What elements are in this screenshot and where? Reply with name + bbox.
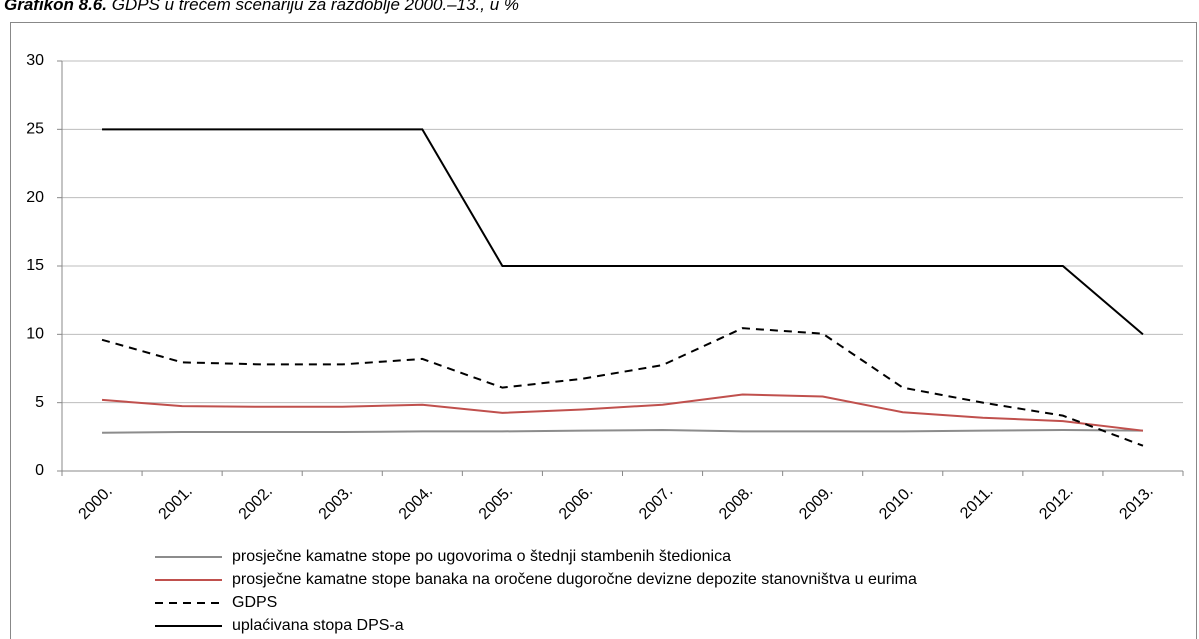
x-tick-label: 2008.: [716, 483, 756, 523]
series-line: [102, 128, 1144, 336]
x-tick-label: 2001.: [156, 483, 196, 523]
x-tick-label: 2005.: [476, 483, 516, 523]
x-tick-label: 2012.: [1036, 483, 1076, 523]
x-tick-label: 2004.: [396, 483, 436, 523]
x-tick-label: 2007.: [636, 483, 676, 523]
chart-title: GDPS u trećem scenariju za razdoblje 200…: [112, 0, 519, 14]
y-tick-label: 30: [26, 52, 44, 69]
x-tick-label: 2011.: [957, 483, 997, 523]
legend-label: prosječne kamatne stope po ugovorima o š…: [232, 548, 731, 565]
x-tick-label: 2009.: [796, 483, 836, 523]
x-tick-label: 2010.: [876, 483, 916, 523]
y-tick-label: 25: [26, 121, 44, 138]
x-tick-label: 2013.: [1116, 483, 1156, 523]
y-tick-label: 20: [26, 189, 44, 206]
x-tick-label: 2002.: [236, 483, 276, 523]
chart-frame: [10, 22, 1197, 639]
series-line: [101, 393, 1144, 432]
legend-label: prosječne kamatne stope banaka na oročen…: [232, 571, 917, 588]
y-tick-label: 0: [35, 462, 44, 479]
y-tick-label: 15: [26, 257, 44, 274]
series-line: [101, 327, 1144, 447]
chart-title-label: Grafikon 8.6.: [4, 0, 107, 14]
x-tick-label: 2000.: [76, 483, 116, 523]
x-tick-label: 2006.: [556, 483, 596, 523]
x-tick-label: 2003.: [316, 483, 356, 523]
legend-label: GDPS: [232, 594, 277, 611]
series-line: [102, 428, 1143, 434]
y-tick-label: 5: [35, 394, 44, 411]
chart-title-line: Grafikon 8.6. GDPS u trećem scenariju za…: [4, 0, 519, 14]
legend-label: uplaćivana stopa DPS-a: [232, 617, 404, 634]
y-tick-label: 10: [26, 326, 44, 343]
